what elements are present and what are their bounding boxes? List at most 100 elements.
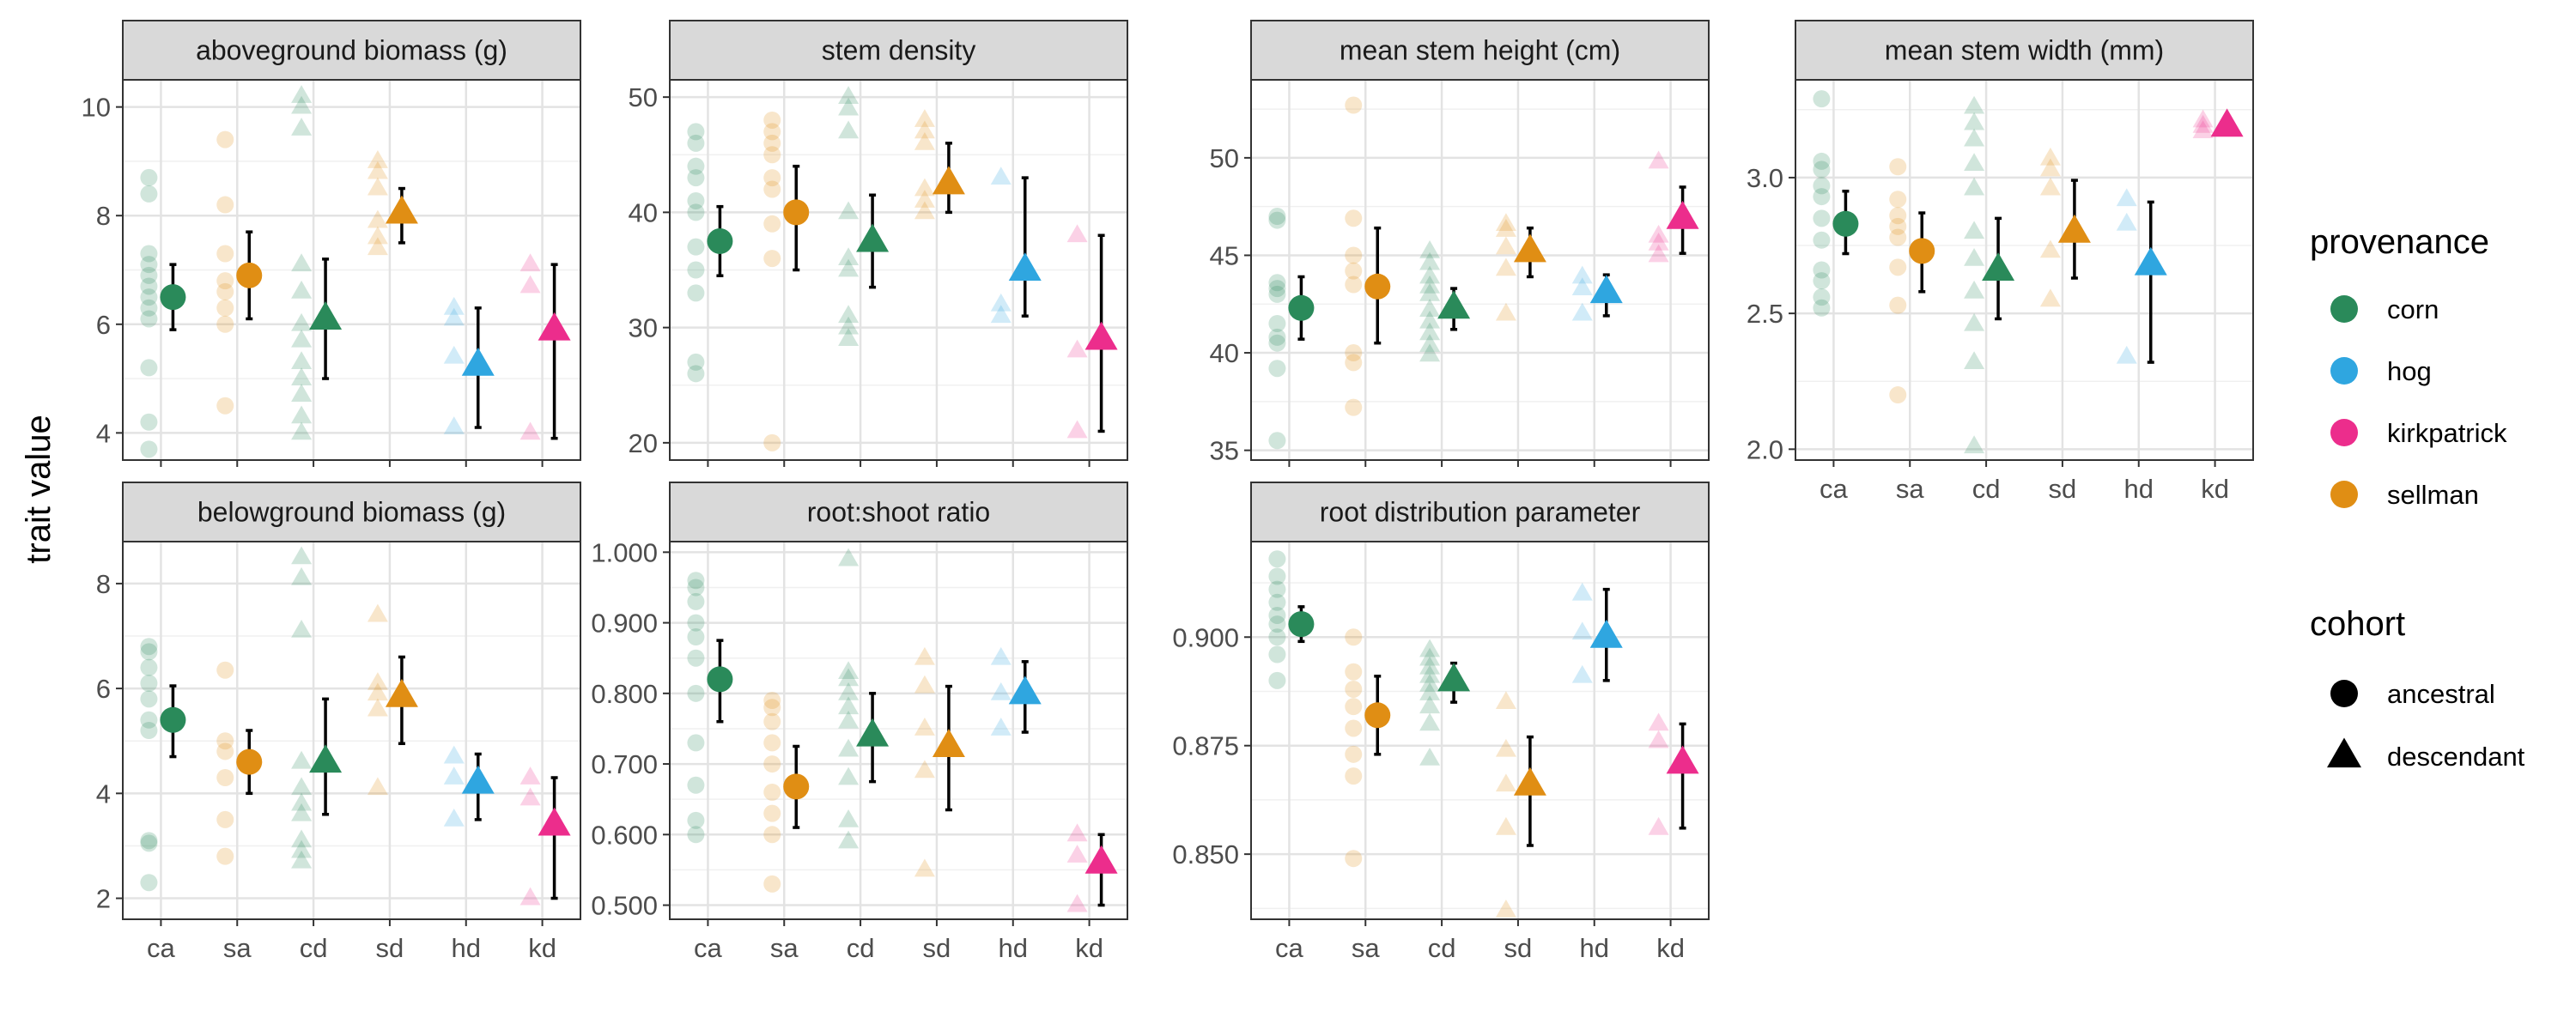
legend-key-provenance <box>2330 357 2358 385</box>
facet-panel: mean stem width (mm) 2.0 2.5 3.0 ca sa cd sd hd k… <box>1747 20 2254 504</box>
y-tick-label: 0.800 <box>591 679 658 709</box>
x-tick-label: sd <box>2049 474 2077 504</box>
legend-label-provenance: corn <box>2387 294 2439 324</box>
raw-data-point <box>140 440 158 458</box>
legend-key-provenance <box>2330 419 2358 446</box>
raw-data-point <box>1268 208 1286 226</box>
mean-marker <box>707 227 733 254</box>
raw-data-point <box>1495 219 1516 237</box>
raw-data-point <box>291 777 313 796</box>
raw-data-point <box>1571 621 1593 640</box>
mean-marker <box>783 199 810 226</box>
raw-data-point <box>291 95 313 114</box>
raw-data-point <box>1648 244 1669 263</box>
raw-data-point <box>687 776 705 794</box>
raw-data-point <box>291 351 313 369</box>
raw-data-point <box>1964 435 1985 454</box>
raw-data-point <box>216 196 234 214</box>
y-tick-label: 4 <box>96 418 111 448</box>
raw-data-point <box>519 275 541 294</box>
raw-data-point <box>687 365 705 383</box>
raw-data-point <box>291 312 313 331</box>
raw-data-point <box>687 191 705 209</box>
raw-data-point <box>216 847 234 865</box>
raw-data-point <box>1889 158 1907 176</box>
mean-marker <box>932 729 965 758</box>
x-tick-label: kd <box>528 933 556 963</box>
raw-data-point <box>687 238 705 256</box>
raw-data-point <box>763 875 781 893</box>
raw-data-point <box>1813 231 1831 249</box>
raw-data-point <box>763 180 781 198</box>
raw-data-point <box>687 284 705 302</box>
raw-data-point <box>291 792 313 811</box>
raw-data-point <box>1419 322 1441 341</box>
raw-data-point <box>140 834 158 852</box>
raw-data-point <box>443 745 465 764</box>
raw-data-point <box>1495 258 1516 276</box>
raw-data-point <box>1066 845 1088 863</box>
raw-data-point <box>216 732 234 750</box>
legend-label-provenance: sellman <box>2387 480 2479 510</box>
raw-data-point <box>1889 296 1907 314</box>
raw-data-point <box>1495 738 1516 757</box>
x-tick-label: sa <box>223 933 252 963</box>
facet-strip <box>669 482 1128 542</box>
raw-data-point <box>1268 328 1286 346</box>
facet-panel: root distribution parameter 0.850 0.875 0.9… <box>1172 482 1710 963</box>
panel-border <box>1250 79 1710 461</box>
raw-data-point <box>1648 224 1669 243</box>
legend: provenance corn hog kirkpatrick sellman cohor… <box>2310 223 2525 772</box>
raw-data-point <box>1964 153 1985 171</box>
facet-panels: aboveground biomass (g) 4 6 8 10 stem density… <box>82 20 2254 963</box>
raw-data-point <box>763 755 781 773</box>
raw-data-point <box>1345 745 1363 763</box>
raw-data-point <box>1066 420 1088 439</box>
mean-marker <box>2134 246 2167 276</box>
raw-data-point <box>2116 212 2137 231</box>
raw-data-point <box>519 421 541 440</box>
raw-data-point <box>443 809 465 827</box>
raw-data-point <box>1066 224 1088 243</box>
raw-data-point <box>838 661 860 680</box>
raw-data-point <box>838 97 860 116</box>
y-tick-label: 3.0 <box>1747 163 1783 193</box>
raw-data-point <box>291 620 313 638</box>
mean-marker <box>309 744 343 773</box>
raw-data-point <box>763 134 781 152</box>
x-tick-label: hd <box>2124 474 2154 504</box>
raw-data-point <box>291 85 313 103</box>
raw-data-point <box>1495 816 1516 835</box>
raw-data-point <box>1345 663 1363 681</box>
x-tick-label: sd <box>923 933 951 963</box>
y-tick-label: 40 <box>629 197 658 227</box>
raw-data-point <box>1964 312 1985 331</box>
mean-marker <box>932 166 965 195</box>
raw-data-point <box>763 111 781 129</box>
raw-data-point <box>838 710 860 729</box>
raw-data-point <box>687 826 705 844</box>
raw-data-point <box>367 777 388 796</box>
raw-data-point <box>914 858 935 877</box>
x-tick-label: sa <box>1352 933 1381 963</box>
raw-data-point <box>443 345 465 364</box>
raw-data-point <box>367 698 388 717</box>
raw-data-point <box>140 711 158 729</box>
mean-marker <box>1288 611 1315 638</box>
panel-background <box>1251 542 1709 919</box>
x-tick-label: kd <box>1075 933 1103 963</box>
raw-data-point <box>1813 161 1831 179</box>
raw-data-point <box>1813 299 1831 317</box>
raw-data-point <box>140 722 158 739</box>
raw-data-point <box>1345 276 1363 294</box>
raw-data-point <box>838 696 860 715</box>
raw-data-point <box>838 258 860 277</box>
raw-data-point <box>291 566 313 585</box>
x-tick-label: cd <box>1972 474 2001 504</box>
x-tick-label: ca <box>694 933 723 963</box>
raw-data-point <box>763 169 781 187</box>
raw-data-point <box>216 272 234 290</box>
raw-data-point <box>216 282 234 300</box>
raw-data-point <box>687 353 705 371</box>
panel-border <box>122 541 581 920</box>
